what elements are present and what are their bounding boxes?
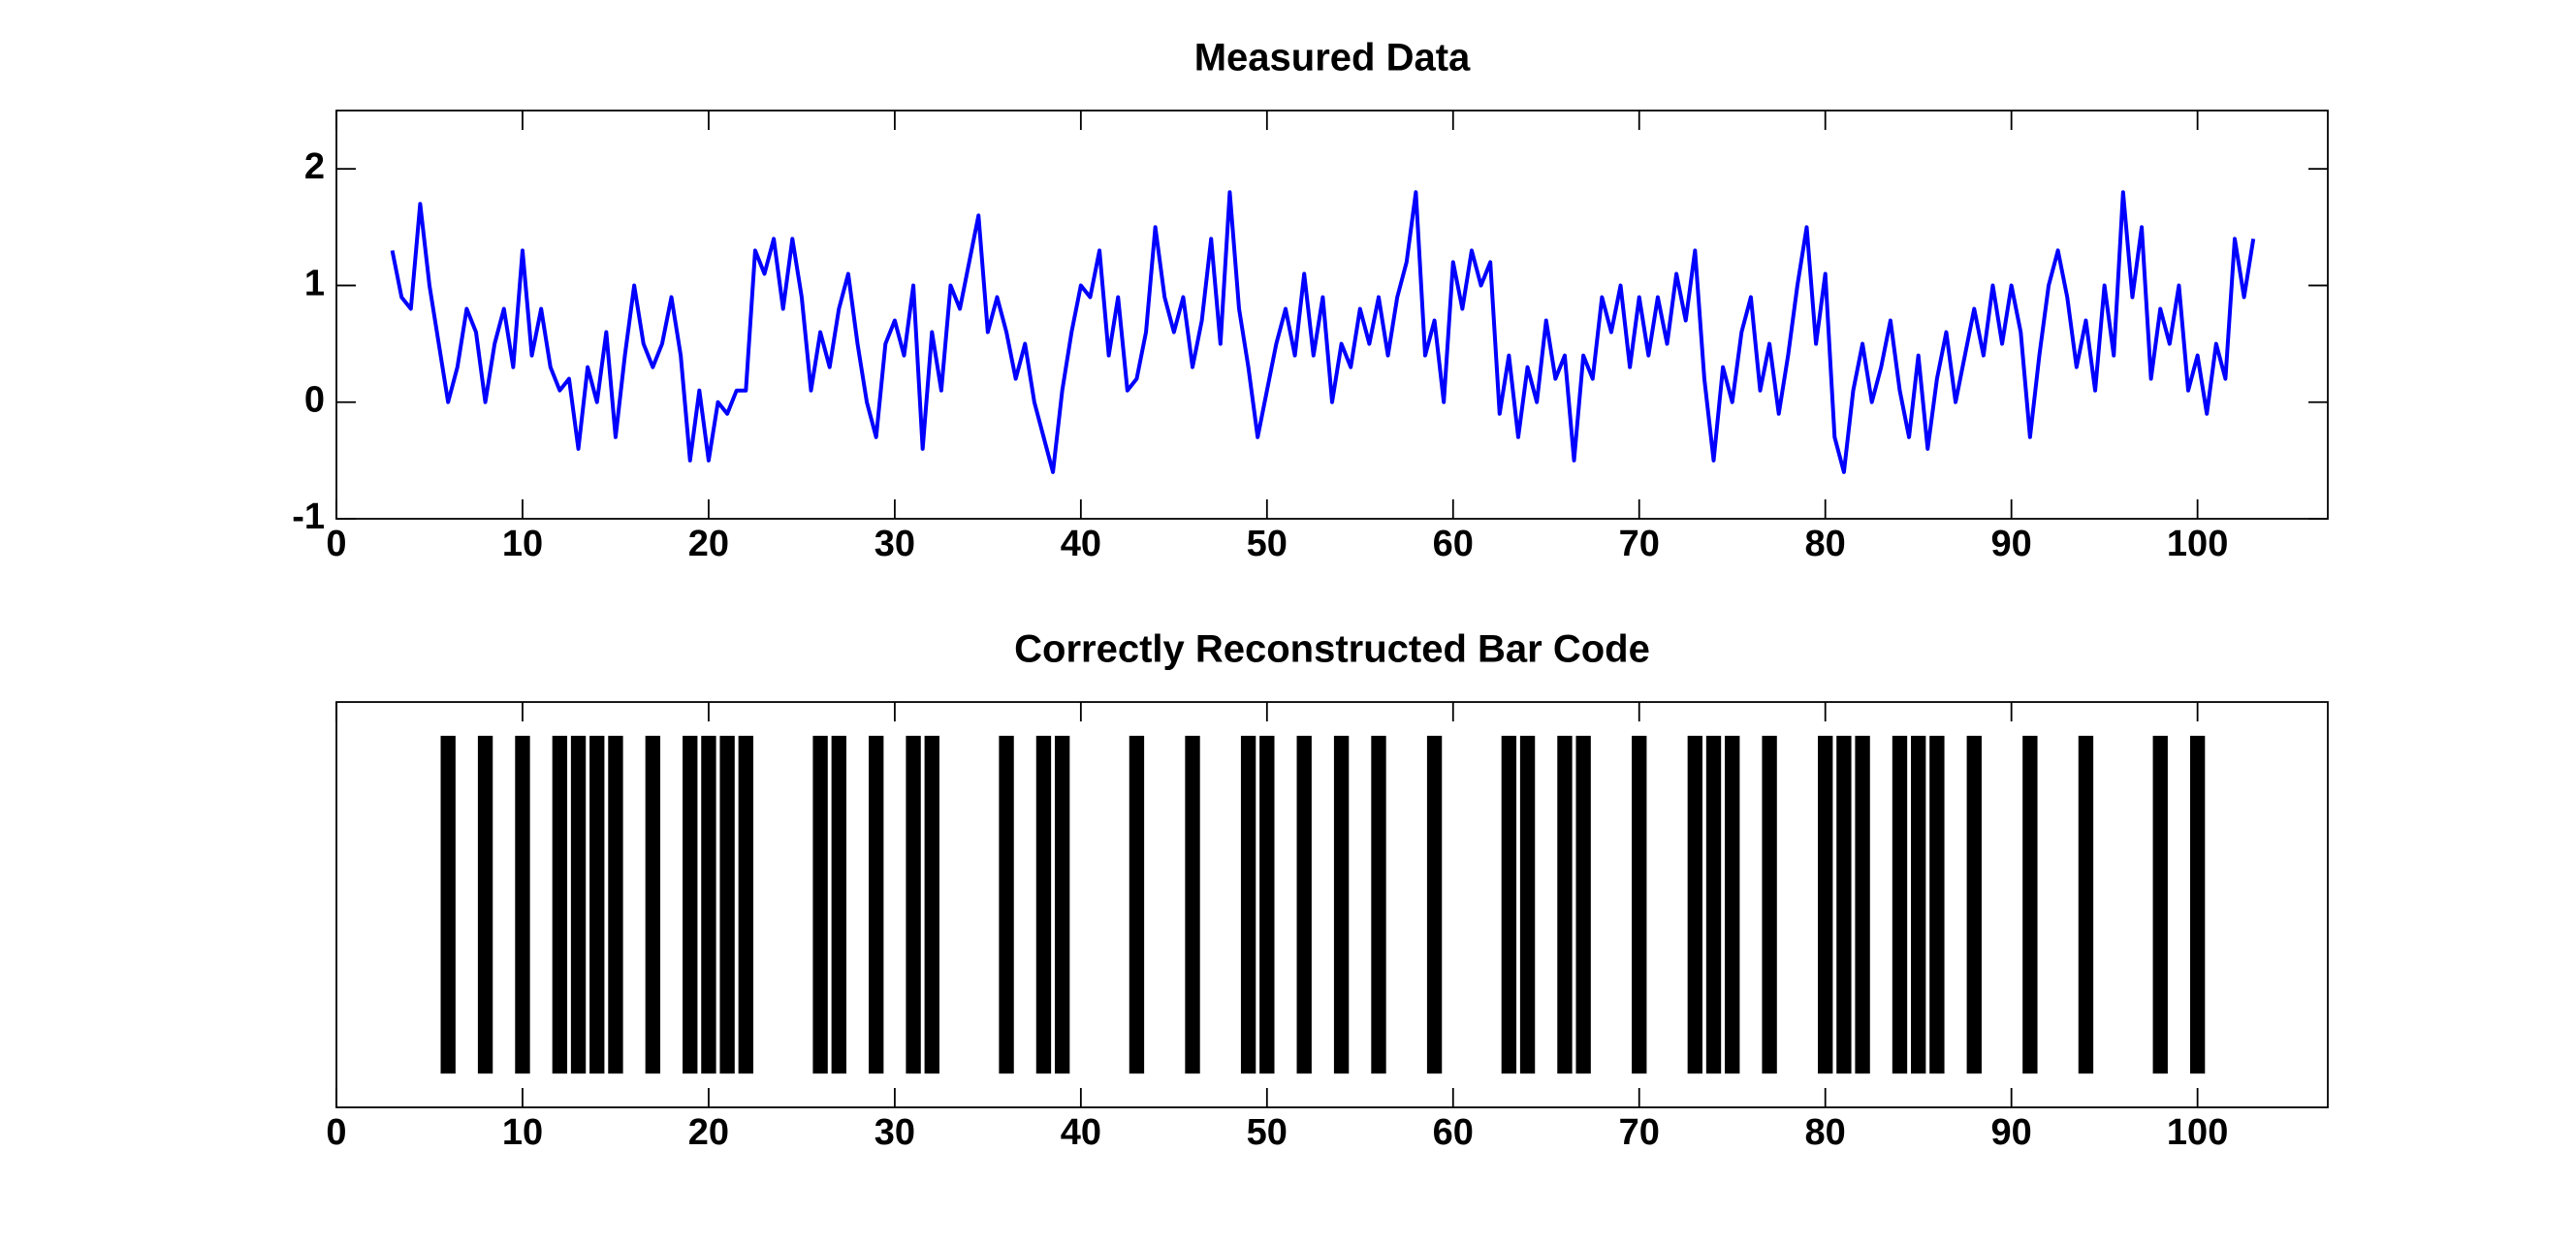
y-tick-label: 2	[304, 146, 325, 187]
bar	[1855, 735, 1870, 1074]
bar	[1296, 735, 1312, 1074]
y-tick-label: 0	[304, 380, 325, 421]
x-tick-label: 80	[1805, 524, 1846, 564]
bar	[1705, 735, 1722, 1074]
bar	[1333, 735, 1350, 1074]
bar	[1054, 735, 1070, 1074]
x-tick-label: 50	[1247, 1112, 1288, 1153]
bar	[589, 735, 605, 1074]
x-tick-label: 60	[1433, 524, 1474, 564]
x-tick-label: 0	[326, 1112, 346, 1153]
x-tick-label: 50	[1247, 524, 1288, 564]
bar	[999, 735, 1014, 1074]
x-tick-label: 10	[502, 1112, 543, 1153]
bar	[1836, 735, 1852, 1074]
bar	[2078, 735, 2094, 1074]
y-tick-label: 1	[304, 263, 325, 304]
bar	[1966, 735, 1982, 1074]
x-tick-label: 20	[688, 1112, 729, 1153]
bar	[1911, 735, 1926, 1074]
x-tick-label: 40	[1061, 1112, 1101, 1153]
bar	[515, 735, 530, 1074]
bar	[1240, 735, 1256, 1074]
chart-title: Correctly Reconstructed Bar Code	[1014, 628, 1650, 671]
bar	[906, 735, 921, 1074]
bar	[1632, 735, 1647, 1074]
bar	[645, 735, 661, 1074]
x-tick-label: 90	[1991, 524, 2032, 564]
bar	[570, 735, 587, 1074]
bar	[831, 735, 846, 1074]
bar	[552, 735, 568, 1074]
bar	[683, 735, 698, 1074]
bar	[608, 735, 623, 1074]
x-tick-label: 20	[688, 524, 729, 564]
x-tick-label: 40	[1061, 524, 1101, 564]
x-tick-label: 30	[875, 1112, 915, 1153]
bar	[477, 735, 493, 1074]
bar	[1929, 735, 1945, 1074]
x-tick-label: 100	[2167, 1112, 2228, 1153]
bar	[719, 735, 735, 1074]
x-tick-label: 70	[1619, 1112, 1660, 1153]
data-line	[390, 190, 2256, 474]
axes-frame	[335, 701, 2329, 1108]
bar	[1892, 735, 1908, 1074]
bar	[1519, 735, 1536, 1074]
bar	[1725, 735, 1740, 1074]
bar	[1371, 735, 1386, 1074]
y-tick-label: -1	[292, 496, 325, 537]
bar	[2022, 735, 2038, 1074]
chart-title: Measured Data	[1194, 37, 1471, 80]
x-tick-label: 100	[2167, 524, 2228, 564]
bar	[2152, 735, 2168, 1074]
x-tick-label: 60	[1433, 1112, 1474, 1153]
bar	[1557, 735, 1573, 1074]
x-tick-label: 90	[1991, 1112, 2032, 1153]
bar	[2189, 735, 2206, 1074]
bar	[701, 735, 716, 1074]
x-tick-label: 10	[502, 524, 543, 564]
bar	[738, 735, 753, 1074]
bar	[869, 735, 884, 1074]
x-tick-label: 70	[1619, 524, 1660, 564]
bar	[1035, 735, 1052, 1074]
bar	[812, 735, 828, 1074]
bar	[1818, 735, 1833, 1074]
axes-frame	[335, 110, 2329, 520]
bar	[1129, 735, 1145, 1074]
x-tick-label: 80	[1805, 1112, 1846, 1153]
bar	[1501, 735, 1517, 1074]
bar	[1687, 735, 1703, 1074]
bar	[1575, 735, 1591, 1074]
x-tick-label: 0	[326, 524, 346, 564]
bar	[1426, 735, 1443, 1074]
bar	[924, 735, 939, 1074]
x-tick-label: 30	[875, 524, 915, 564]
bar	[1762, 735, 1777, 1074]
bar	[440, 735, 456, 1074]
bar	[1259, 735, 1275, 1074]
bar	[1185, 735, 1200, 1074]
